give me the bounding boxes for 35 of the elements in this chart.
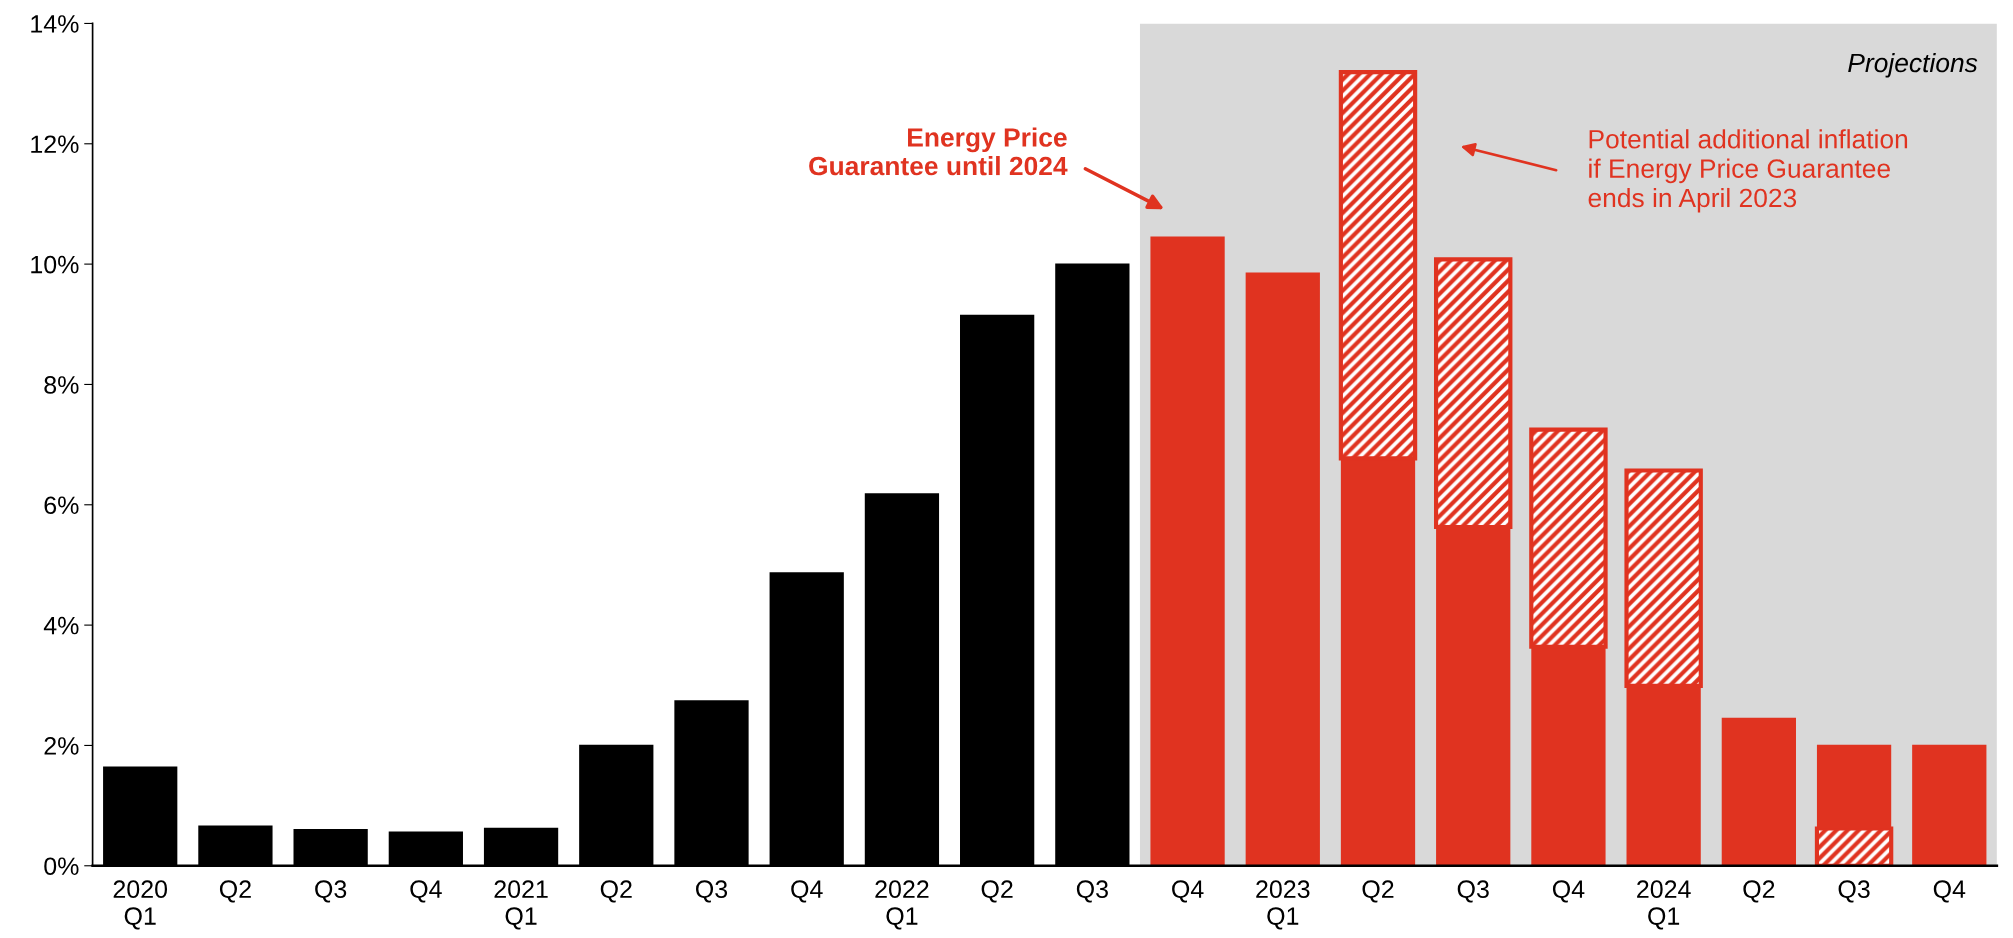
- x-tick-label: Q2: [600, 880, 632, 903]
- x-tick-label: Q2: [1362, 880, 1394, 903]
- x-tick-label: Q3: [1076, 880, 1108, 903]
- annotation: Energy Price Guarantee until 2024: [809, 127, 1068, 176]
- annotation: Projections: [1848, 52, 1978, 78]
- bar: [1150, 236, 1225, 866]
- y-tick-label: 2%: [44, 737, 79, 755]
- x-tick-label: Q3: [696, 880, 728, 903]
- y-tick-label: 10%: [31, 255, 79, 274]
- x-tick-label: Q3: [315, 880, 347, 903]
- bar: [1721, 717, 1796, 866]
- annotation: Potential additional inflation if Energy Price Guarantee ends in April 2023: [1588, 129, 1908, 213]
- x-tick-label: 2021 Q1: [494, 880, 548, 930]
- x-tick-label: Q2: [1743, 880, 1775, 903]
- x-tick-label: Q4: [791, 880, 823, 903]
- x-tick-label: Q3: [1457, 880, 1489, 903]
- y-tick-label: 4%: [43, 616, 79, 635]
- x-tick-label: 2022 Q1: [875, 880, 929, 930]
- bar: [1245, 272, 1320, 866]
- x-tick-label: Q4: [1172, 880, 1204, 903]
- y-tick-label: 0%: [44, 857, 79, 876]
- x-tick-label: 2023 Q1: [1256, 880, 1310, 930]
- x-tick-label: Q4: [1552, 880, 1585, 903]
- x-tick-label: Q4: [410, 880, 442, 903]
- x-tick-label: Q2: [219, 880, 251, 903]
- x-tick-label: 2024 Q1: [1637, 880, 1691, 930]
- x-tick-label: 2020 Q1: [113, 880, 168, 930]
- y-tick-label: 14%: [31, 15, 79, 33]
- x-tick-label: Q4: [1933, 880, 1966, 903]
- y-tick-label: 6%: [44, 496, 79, 515]
- bar: [1912, 744, 1987, 866]
- x-tick-label: Q3: [1838, 880, 1870, 903]
- x-tick-label: Q2: [981, 880, 1013, 903]
- y-tick-label: 12%: [31, 135, 79, 153]
- y-tick-label: 8%: [44, 376, 79, 394]
